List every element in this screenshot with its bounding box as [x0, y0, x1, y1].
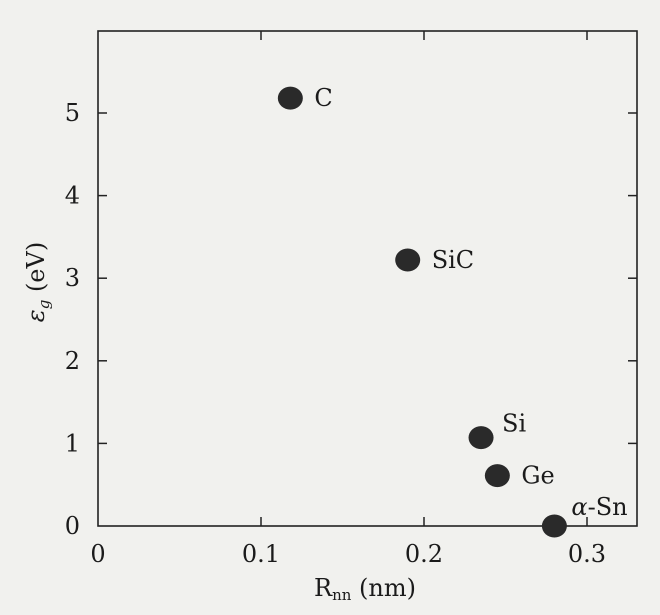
data-point-label: SiC — [432, 246, 474, 274]
data-point — [468, 426, 494, 450]
data-point-label: Si — [502, 410, 526, 438]
tick-label-group: 0 0.1 0.2 0.3 0 1 2 3 4 5 — [65, 99, 606, 568]
x-tick-label: 0.2 — [405, 540, 443, 568]
data-point-label: α-Sn — [571, 493, 627, 521]
data-point — [484, 464, 510, 488]
x-tick-label: 0 — [90, 540, 105, 568]
data-point-label: C — [314, 84, 332, 112]
y-tick-label: 2 — [65, 347, 80, 375]
data-point-label: Ge — [521, 462, 554, 490]
point-label-group: C SiC Si Ge α-Sn — [314, 84, 627, 521]
x-tick-label: 0.1 — [242, 540, 280, 568]
x-tick-label: 0.3 — [568, 540, 606, 568]
data-point-group — [277, 86, 567, 538]
x-axis-label: Rnn (nm) — [314, 574, 416, 604]
data-point — [277, 86, 303, 110]
y-axis-label: εg (eV) — [22, 242, 53, 322]
y-tick-label: 1 — [65, 429, 80, 457]
tick-group — [98, 31, 637, 526]
data-point — [395, 248, 421, 272]
plot-frame — [97, 30, 638, 527]
y-tick-label: 5 — [65, 99, 80, 127]
y-tick-label: 3 — [65, 264, 80, 292]
y-tick-label: 0 — [65, 512, 80, 540]
y-tick-label: 4 — [65, 182, 80, 210]
data-point — [541, 514, 567, 538]
